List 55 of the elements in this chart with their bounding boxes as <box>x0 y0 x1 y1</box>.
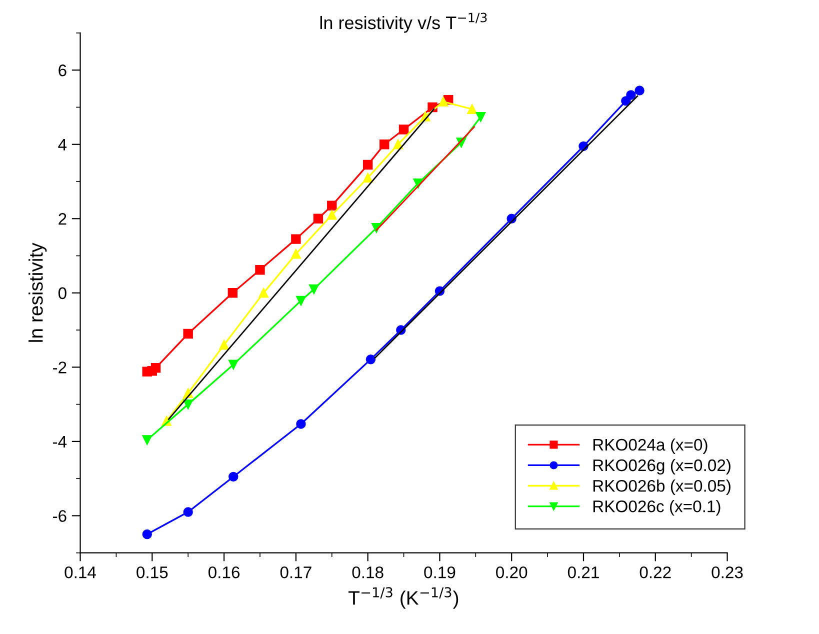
x-tick-label: 0.17 <box>280 566 312 578</box>
x-tick-label: 0.19 <box>424 566 456 578</box>
point <box>183 399 193 410</box>
point <box>296 296 306 306</box>
point <box>183 328 193 339</box>
point <box>393 140 403 150</box>
point <box>296 419 306 429</box>
point <box>362 160 373 170</box>
point <box>309 284 319 294</box>
point <box>291 249 301 259</box>
y-tick-label: 4 <box>58 138 67 150</box>
point <box>228 472 238 482</box>
y-tick-label: -2 <box>52 362 66 374</box>
point <box>142 435 152 445</box>
point <box>228 360 238 370</box>
y-tick-label: -4 <box>52 436 67 448</box>
x-tick-label: 0.22 <box>640 566 671 578</box>
point <box>228 288 238 298</box>
point <box>219 340 229 350</box>
x-axis-title: T$^{−1/3}$ (K$^{−1/3}$) <box>348 587 458 609</box>
x-tick-label: 0.23 <box>712 566 743 578</box>
point <box>476 112 486 122</box>
point <box>362 172 373 183</box>
point <box>291 234 301 244</box>
y-tick-label: 2 <box>58 213 66 225</box>
legend-label: RKO026b (x=0.05) <box>593 480 730 496</box>
y-tick-label: 0 <box>58 287 66 300</box>
legend-label: RKO026c (x=0.1) <box>593 500 720 516</box>
x-tick-label: 0.15 <box>136 566 168 578</box>
point <box>467 104 477 114</box>
point <box>634 86 644 96</box>
point <box>258 288 268 298</box>
point <box>398 124 409 134</box>
x-tick-label: 0.16 <box>208 566 240 578</box>
point <box>626 90 636 100</box>
point <box>379 140 390 150</box>
x-tick-label: 0.14 <box>64 566 96 578</box>
legend-label: RKO026g (x=0.02) <box>593 458 730 475</box>
point <box>142 529 152 540</box>
x-tick-label: 0.20 <box>496 566 528 578</box>
point <box>438 96 448 107</box>
chart-title: ln resistivity v/s T$^{−1/3}$ <box>320 12 487 33</box>
legend-label: RKO024a (x=0) <box>593 438 708 454</box>
point <box>366 354 376 364</box>
point <box>313 214 324 224</box>
x-tick-label: 0.18 <box>352 566 384 578</box>
point <box>255 265 265 275</box>
point <box>150 363 161 373</box>
x-tick-label: 0.21 <box>568 566 599 578</box>
point <box>183 507 193 517</box>
point <box>327 210 337 220</box>
y-axis-title: ln resistivity <box>28 242 47 342</box>
y-tick-label: -6 <box>52 510 66 522</box>
point <box>327 200 337 211</box>
y-tick-label: 6 <box>58 64 66 76</box>
